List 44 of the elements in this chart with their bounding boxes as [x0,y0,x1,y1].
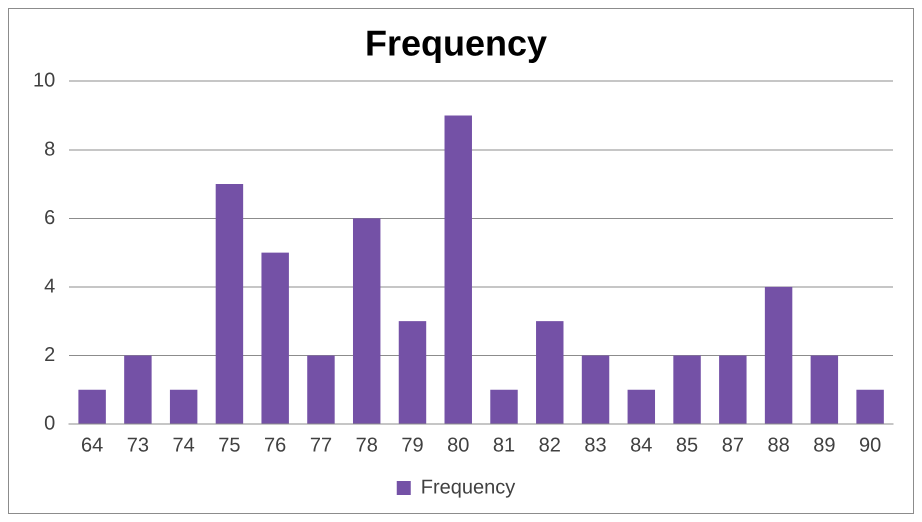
y-tick-label: 6 [44,206,56,229]
x-tick-label: 88 [767,434,790,457]
y-tick-label: 0 [44,412,56,435]
y-tick-label: 10 [32,70,56,92]
legend-label: Frequency [420,476,516,499]
x-tick-label: 76 [264,434,286,457]
bar [856,390,884,424]
x-tick-label: 87 [722,434,744,457]
bar [398,321,426,424]
y-tick-label: 8 [44,138,56,160]
bar [216,184,244,424]
bar [352,218,380,424]
bar [582,355,610,424]
x-tick-label: 89 [813,434,836,457]
x-tick-label: 79 [401,434,424,457]
x-tick-label: 74 [172,434,195,457]
x-tick-label: 80 [447,434,470,457]
bar [719,355,747,424]
bar [78,390,106,424]
x-tick-label: 81 [492,434,516,457]
x-tick-label: 85 [676,434,698,457]
bar [628,390,656,424]
x-tick-label: 75 [218,434,241,457]
bar [261,252,289,424]
bar [764,286,792,424]
x-tick-label: 64 [81,434,104,457]
x-tick-label: 73 [126,434,150,457]
bar [307,355,335,424]
x-tick-label: 82 [538,434,561,457]
bar [673,355,701,424]
x-tick-label: 84 [630,434,652,457]
x-tick-label: 78 [356,434,378,457]
bar [170,390,198,424]
bar [444,115,472,424]
bar [490,390,518,424]
x-tick-label: 90 [858,434,882,457]
y-tick-label: 4 [44,275,56,298]
x-tick-label: 77 [310,434,332,457]
bar [810,355,838,424]
x-tick-label: 83 [584,434,607,457]
bar [536,321,564,424]
bar [124,355,152,424]
y-tick-label: 2 [44,344,56,366]
chart-title: Frequency [364,22,548,64]
